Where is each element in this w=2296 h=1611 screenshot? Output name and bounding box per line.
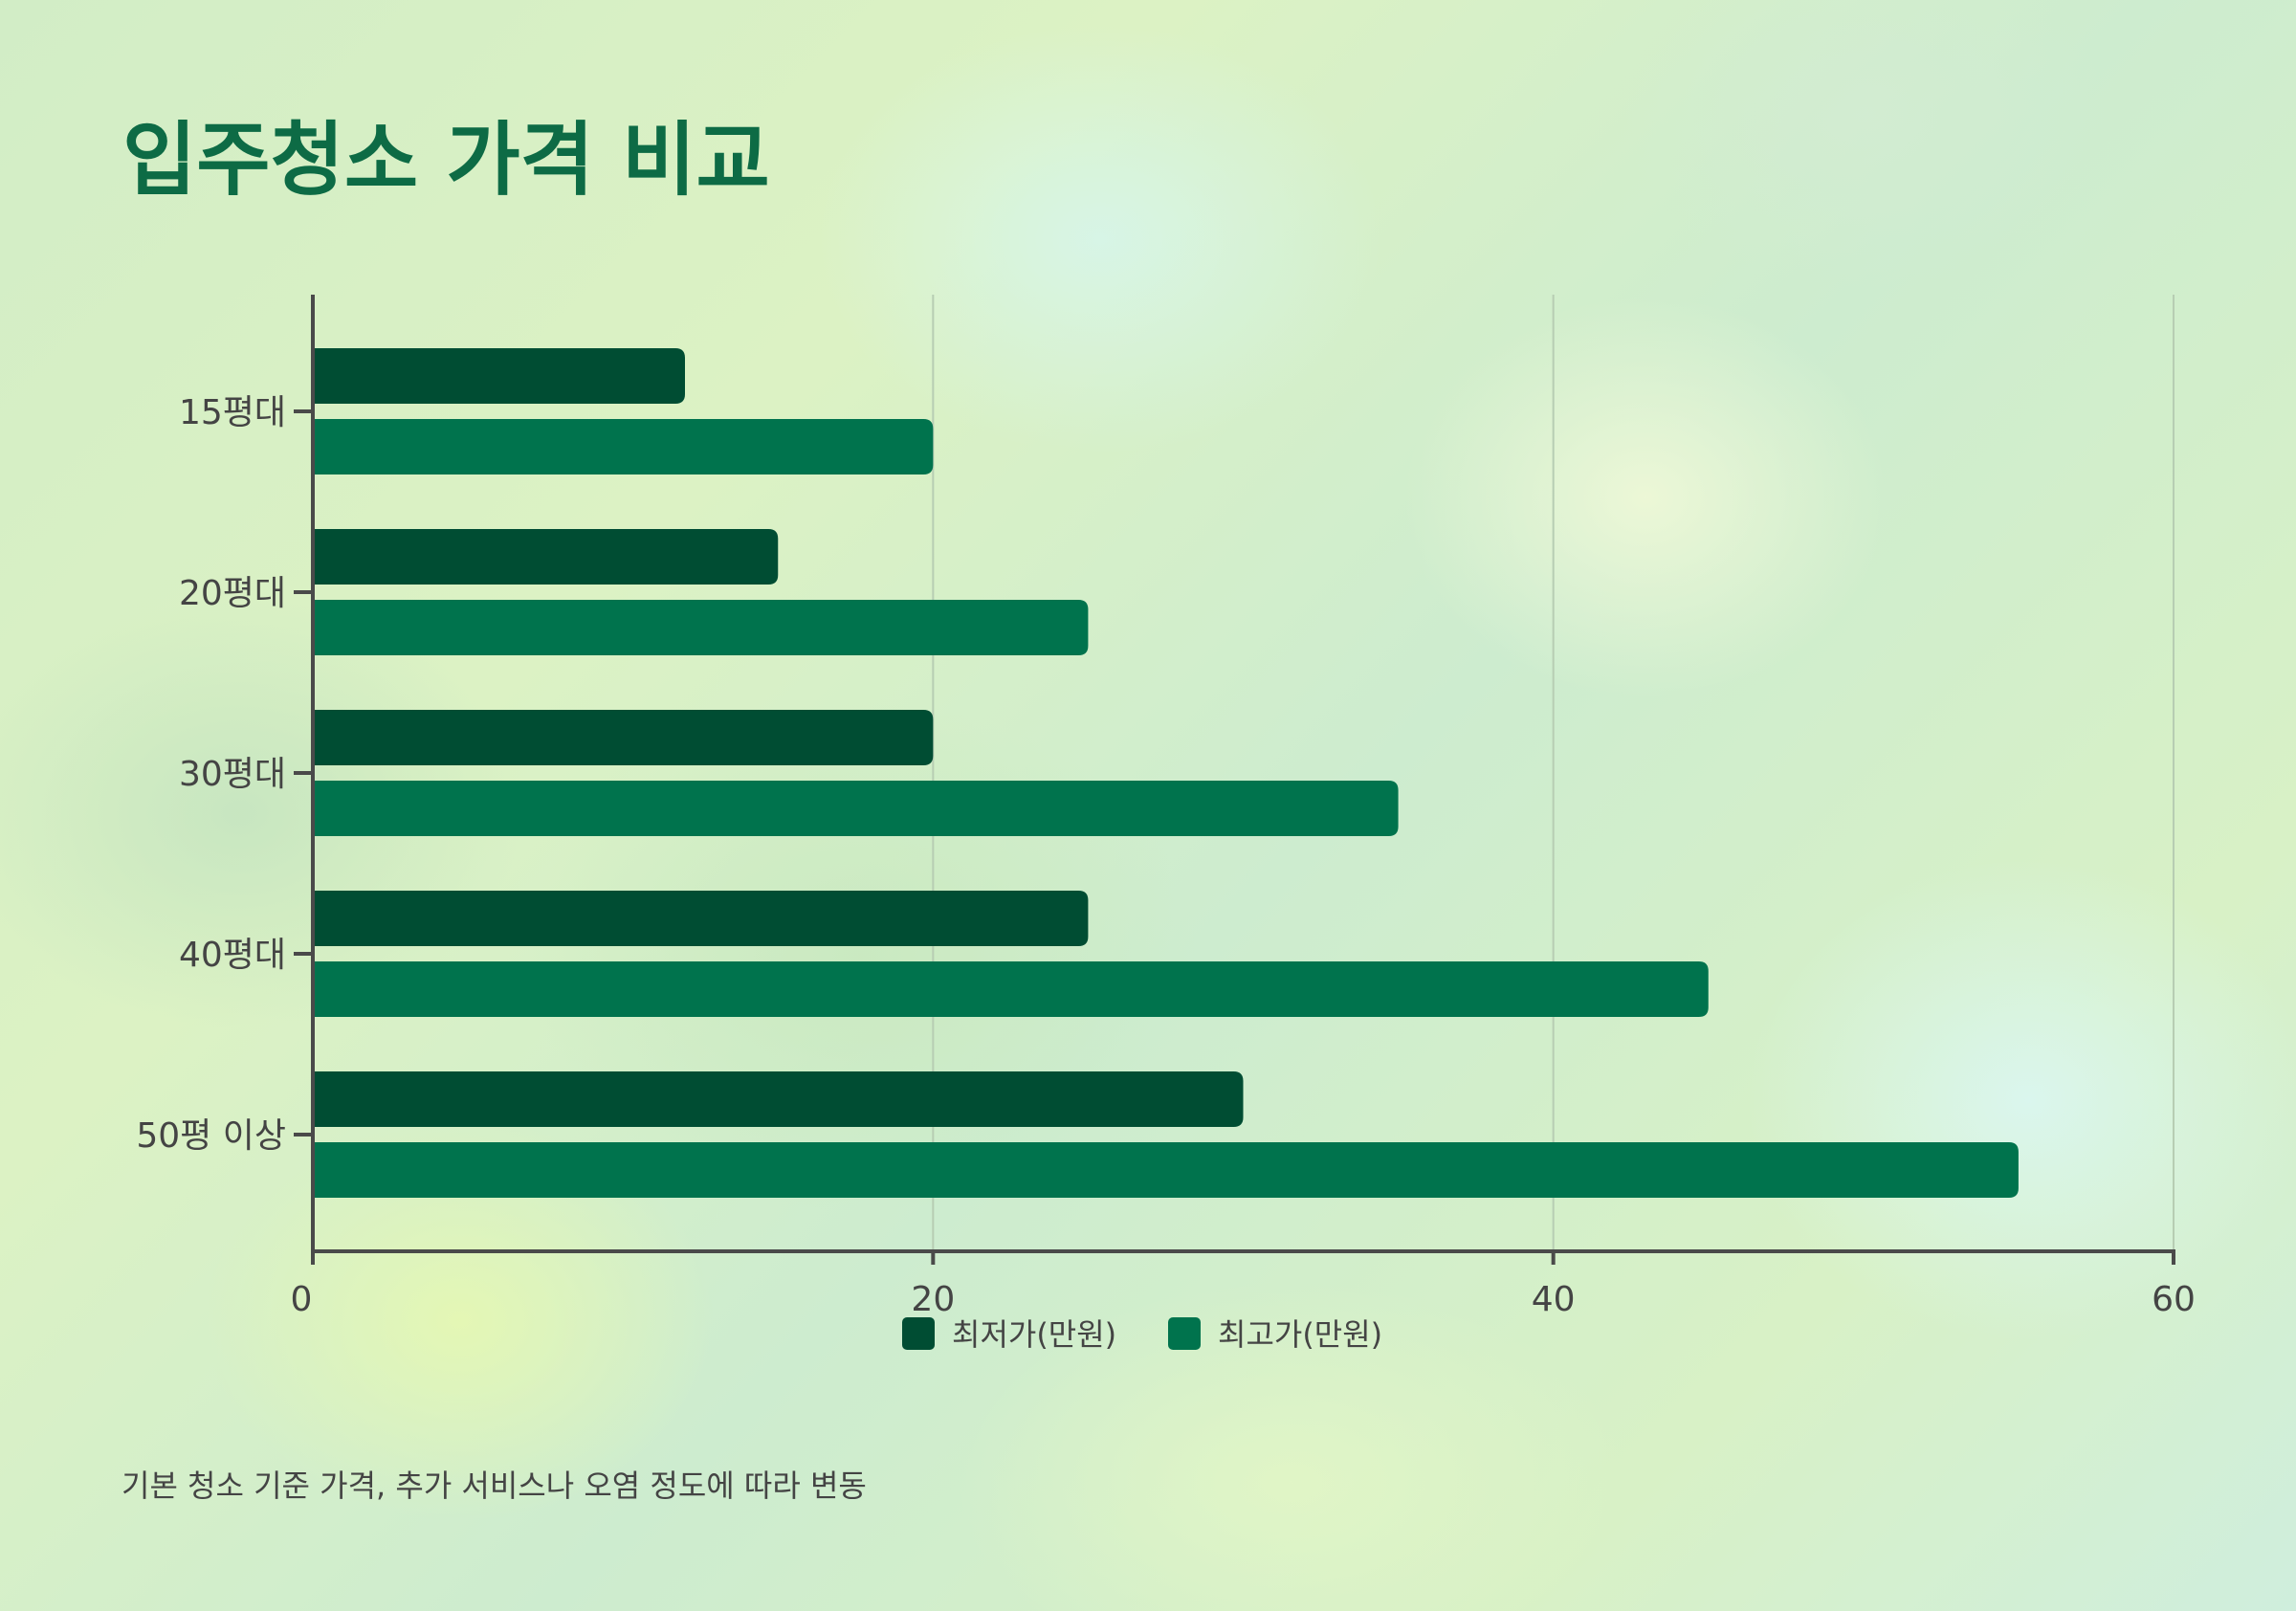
bars: [313, 348, 2019, 1198]
bar-max-0: [313, 419, 934, 474]
y-tick-label-0: 15평대: [179, 393, 286, 432]
bar-min-0: [313, 348, 685, 404]
legend-swatch-1: [1168, 1317, 1201, 1350]
legend-label-0: 최저가(만원): [952, 1316, 1116, 1353]
bar-max-1: [313, 600, 1089, 655]
x-tick-label-20: 20: [911, 1280, 955, 1319]
footnote: 기본 청소 기준 가격, 추가 서비스나 오염 정도에 따라 변동: [121, 1468, 867, 1504]
bar-min-4: [313, 1071, 1244, 1127]
y-tick-label-4: 50평 이상: [136, 1116, 286, 1156]
y-tick-label-2: 30평대: [179, 755, 286, 794]
bar-max-3: [313, 961, 1709, 1017]
axes: 0 20 40 60 15평대 20평대 30평대 40평대 50평 이상: [136, 295, 2196, 1319]
bar-max-4: [313, 1142, 2019, 1198]
x-tick-label-60: 60: [2152, 1280, 2196, 1319]
bar-max-2: [313, 781, 1399, 836]
y-tick-label-1: 20평대: [179, 574, 286, 613]
legend-label-1: 최고가(만원): [1218, 1316, 1382, 1353]
chart-title: 입주청소 가격 비교: [122, 113, 770, 207]
x-tick-label-0: 0: [291, 1280, 313, 1319]
legend-swatch-0: [902, 1317, 935, 1350]
legend: 최저가(만원) 최고가(만원): [902, 1316, 1382, 1353]
bar-min-1: [313, 529, 779, 585]
x-tick-label-40: 40: [1532, 1280, 1576, 1319]
bar-min-2: [313, 710, 934, 765]
bar-min-3: [313, 891, 1089, 946]
y-tick-label-3: 40평대: [179, 936, 286, 975]
